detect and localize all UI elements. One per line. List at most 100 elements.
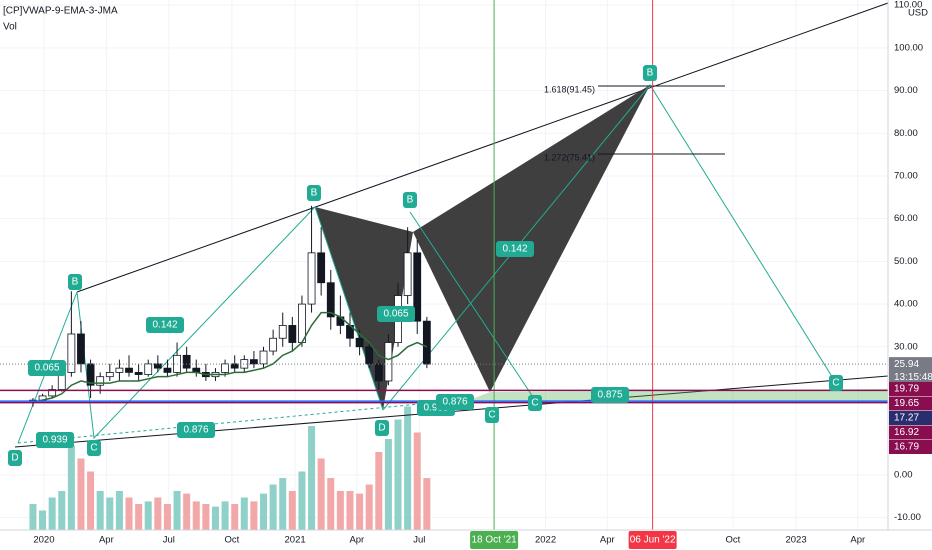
price-axis: [888, 0, 932, 550]
candle-body: [153, 363, 162, 369]
pattern-label: B: [311, 188, 318, 199]
x-tick-label: Apr: [349, 535, 364, 546]
x-tick-label: Jul: [163, 535, 175, 546]
candle-body: [307, 252, 316, 305]
candle-body: [278, 325, 287, 339]
volume-bar: [231, 504, 239, 530]
volume-bar: [317, 458, 325, 530]
volume-bar: [106, 497, 114, 530]
pattern-label: C: [488, 410, 495, 421]
y-tick-label: 30.00: [894, 341, 918, 352]
x-tick-label: 2022: [535, 535, 556, 546]
pattern-label: B: [407, 195, 414, 206]
pattern-tag: [528, 395, 542, 411]
y-tick-label: 0.00: [894, 469, 913, 480]
candle-body: [163, 367, 172, 373]
volume-bar: [327, 478, 335, 530]
marker-label: 06 Jun '22: [630, 535, 676, 546]
y-tick-label: 110.00: [894, 0, 922, 11]
candle-body: [125, 367, 133, 373]
price-label: 19.79: [894, 384, 919, 395]
grid: [0, 0, 888, 530]
pattern-tag: [36, 432, 74, 448]
y-tick-label: 100.00: [894, 42, 923, 53]
volume-bar: [413, 432, 421, 530]
volume-bar: [183, 493, 191, 530]
candle-body: [384, 342, 393, 382]
currency: USD: [908, 8, 928, 19]
volume-bar: [423, 478, 431, 530]
candle-body: [250, 359, 258, 365]
price-label: 17.27: [894, 413, 919, 424]
price-tag: [889, 411, 932, 425]
pattern-label: 0.939: [423, 403, 448, 414]
x-tick-label: Jul: [413, 535, 425, 546]
indicator-title: [CP]VWAP-9-EMA-3-JMA: [3, 6, 118, 17]
pattern-label: D: [11, 453, 18, 464]
pattern-tag: [643, 65, 657, 81]
volume-bar: [404, 406, 412, 530]
volume-bar: [260, 493, 268, 530]
volume-bar: [279, 478, 287, 530]
candle-body: [182, 354, 191, 369]
pattern-label: B: [647, 68, 654, 79]
volume-bar: [58, 491, 66, 530]
candle-body: [144, 363, 153, 375]
volume-bar: [202, 504, 210, 530]
y-tick-label: 40.00: [894, 299, 918, 310]
pattern-tag: [28, 360, 66, 376]
volume-bar: [173, 491, 181, 530]
zone: [462, 389, 888, 403]
volume-bar: [211, 506, 219, 530]
pattern-line: [382, 84, 837, 411]
pattern-label: 0.142: [152, 320, 177, 331]
price-label: 19.65: [894, 398, 919, 409]
volume-bar: [135, 504, 143, 530]
candle-body: [288, 325, 297, 343]
volume-bar: [288, 491, 296, 530]
pattern-tag: [403, 192, 417, 208]
candle-body: [355, 337, 364, 348]
price-label: 16.92: [894, 427, 919, 438]
pattern-tag: [146, 317, 184, 333]
pattern-label: B: [72, 277, 79, 288]
volume-bar: [144, 501, 152, 530]
volume-bar: [154, 497, 162, 530]
pattern-tag: [591, 387, 629, 403]
candle-body: [422, 320, 431, 365]
pattern-tag: [375, 420, 389, 436]
last-price-tag: [889, 357, 932, 386]
volume-title: Vol: [3, 22, 17, 33]
fib-label: 1.272(75.41): [544, 152, 595, 162]
labels: BBBBCCCCDD0.0650.1420.9390.8760.0650.142…: [0, 0, 888, 530]
volume-bar: [375, 452, 383, 530]
x-tick-label: 2023: [785, 535, 806, 546]
volume-bar: [125, 497, 133, 530]
volume-bar: [48, 497, 56, 530]
volume-bar: [394, 419, 402, 530]
marker-tag: [628, 531, 677, 549]
pattern-label: D: [378, 423, 385, 434]
axes: 110.00 100.00 90.00 80.00 70.00 60.00 50.00 40.…: [33, 0, 932, 549]
volume-bar: [269, 484, 277, 530]
marker-tag: [470, 531, 519, 549]
volume-bar: [39, 510, 47, 530]
volume-bar: [298, 471, 306, 530]
volume-bar: [250, 501, 258, 530]
volume-bar: [77, 458, 85, 530]
price-tag: [889, 440, 932, 454]
x-tick-label: Oct: [225, 535, 240, 546]
last-price-label: 25.94: [894, 359, 919, 370]
volume-bar: [365, 484, 373, 530]
price-tag: [889, 425, 932, 440]
candle-body: [115, 367, 124, 373]
price-tag: [889, 382, 932, 396]
y-tick-label: -10.00: [894, 512, 921, 523]
pattern-label: 0.065: [34, 363, 59, 374]
y-tick-label: 80.00: [894, 128, 918, 139]
candle-body: [317, 252, 326, 284]
x-tick-label: 2021: [285, 535, 306, 546]
pattern-line: [409, 211, 536, 401]
pattern-label: 0.065: [383, 309, 408, 320]
pattern-line: [17, 401, 441, 444]
